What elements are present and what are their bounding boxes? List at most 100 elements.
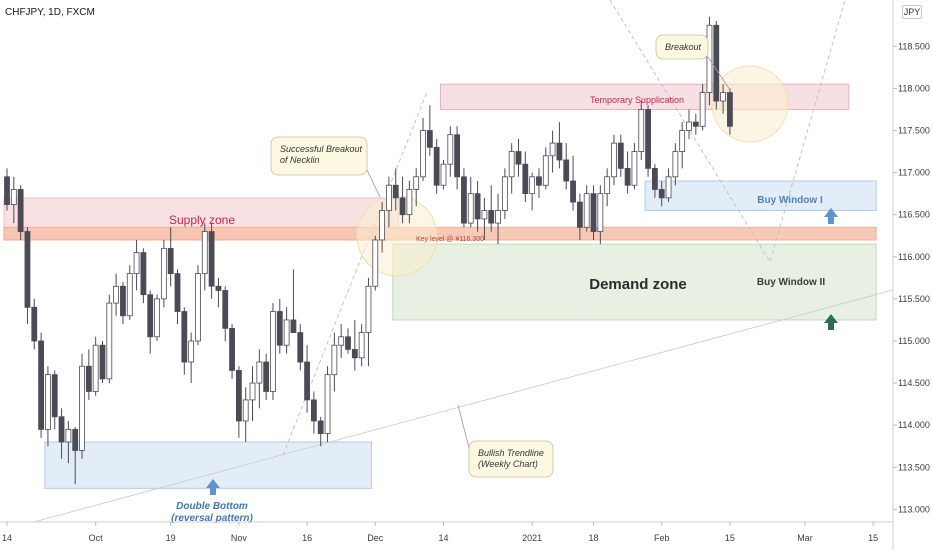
candle-body-17	[120, 285, 126, 317]
trendline-callout-box	[468, 440, 554, 478]
candle-body-31	[215, 285, 222, 291]
candle-body-97	[665, 176, 672, 199]
x-tick-label-10: 15	[725, 533, 735, 543]
candle-body-65	[447, 134, 454, 165]
candles-layer	[4, 16, 733, 485]
candle-body-47	[324, 374, 331, 434]
symbol-title: CHFJPY, 1D, FXCM	[5, 7, 95, 18]
candle-body-67	[461, 176, 467, 224]
candle-body-33	[229, 327, 235, 371]
candle-body-18	[126, 273, 133, 317]
candle-body-77	[529, 176, 536, 195]
y-tick-label-2: 114.000	[898, 420, 930, 430]
zone-rect-2	[3, 226, 877, 241]
candle-body-74	[508, 151, 515, 178]
candle-body-16	[113, 285, 120, 304]
candle-body-28	[195, 273, 201, 342]
currency-badge[interactable]: JPY	[902, 5, 922, 19]
candle-body-24	[167, 247, 174, 275]
candle-body-68	[467, 193, 474, 224]
candle-body-60	[413, 176, 420, 190]
buy-window-2-label: Buy Window II	[757, 277, 825, 288]
breakout-callout-box	[655, 34, 709, 60]
candle-body-0	[4, 176, 10, 205]
x-tick-label-0: 14	[2, 533, 12, 543]
candle-body-98	[672, 151, 679, 178]
candle-body-61	[420, 130, 426, 178]
candle-body-27	[188, 340, 195, 363]
x-tick-label-7: 2021	[522, 533, 542, 543]
key-level-label: Key level @ ¥116.300	[416, 236, 484, 243]
candle-body-26	[181, 311, 188, 363]
double-bottom-sublabel: (reversal pattern)	[171, 513, 253, 524]
supply-zone-label: Supply zone	[169, 213, 235, 227]
candle-body-62	[426, 130, 433, 148]
candle-body-46	[317, 420, 324, 434]
candle-body-13	[92, 344, 99, 392]
candle-body-37	[256, 361, 263, 384]
candle-body-86	[590, 193, 597, 232]
x-tick-label-2: 19	[166, 533, 176, 543]
candle-body-79	[542, 155, 549, 186]
x-tick-label-6: 14	[438, 533, 448, 543]
breakout-callout-text-0: Breakout	[665, 42, 702, 52]
double-bottom-arrow	[206, 479, 220, 495]
candle-body-9	[65, 428, 72, 443]
candle-body-2	[17, 189, 24, 232]
candle-body-84	[576, 201, 583, 228]
candle-body-15	[106, 302, 113, 380]
candle-body-96	[658, 189, 665, 199]
candle-body-7	[51, 374, 58, 418]
candle-body-81	[556, 142, 563, 161]
candle-body-23	[160, 247, 167, 300]
x-tick-label-4: 16	[302, 533, 312, 543]
double-bottom-label: Double Bottom	[176, 501, 248, 512]
candle-body-106	[727, 92, 733, 127]
candle-body-88	[604, 176, 611, 195]
candle-body-48	[331, 344, 338, 376]
y-tick-label-9: 117.500	[898, 126, 930, 136]
candle-body-101	[692, 121, 699, 127]
x-tick-label-11: Mar	[797, 533, 813, 543]
candle-body-78	[536, 176, 542, 186]
necklin-callout-box	[270, 136, 368, 176]
candle-body-51	[351, 349, 358, 359]
candle-body-95	[652, 167, 658, 190]
zones-layer	[3, 83, 877, 489]
bullish-trendline	[32, 289, 893, 522]
candle-body-44	[304, 361, 310, 401]
candle-body-52	[358, 332, 365, 359]
candle-body-100	[686, 121, 692, 131]
candle-body-49	[338, 336, 345, 346]
candle-body-14	[99, 344, 106, 380]
y-tick-label-4: 115.000	[898, 336, 930, 346]
buy-window-1-label: Buy Window I	[757, 195, 823, 206]
candle-body-56	[386, 184, 392, 211]
y-tick-label-6: 116.000	[898, 252, 930, 262]
candle-body-19	[133, 252, 140, 275]
candle-body-36	[249, 382, 256, 401]
candle-body-35	[242, 399, 249, 422]
trendline-callout-pointer	[457, 404, 470, 449]
candle-body-66	[454, 134, 461, 178]
necklin-callout-text-0: Successful Breakout	[280, 144, 363, 154]
candle-body-3	[24, 231, 31, 308]
temporary-supplication-label: Temporary Supplication	[590, 95, 684, 105]
candle-body-8	[58, 416, 65, 443]
y-tick-label-11: 118.500	[898, 41, 930, 51]
candle-body-42	[290, 319, 297, 333]
candle-body-34	[235, 370, 242, 422]
candle-body-29	[201, 231, 208, 275]
buy-window-1-arrow	[824, 208, 838, 224]
candle-body-4	[31, 306, 38, 342]
x-tick-label-12: 15	[868, 533, 878, 543]
candle-body-57	[392, 184, 399, 199]
candle-body-43	[297, 332, 304, 363]
zone-rect-4	[644, 180, 877, 211]
candle-body-75	[515, 151, 522, 165]
demand-zone-label: Demand zone	[589, 276, 687, 293]
candle-body-55	[379, 210, 386, 241]
